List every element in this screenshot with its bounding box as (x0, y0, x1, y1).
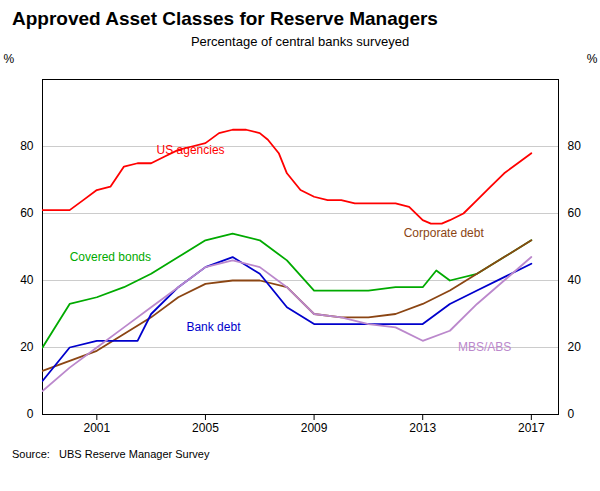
svg-text:US agencies: US agencies (157, 143, 225, 157)
svg-text:2013: 2013 (409, 421, 436, 435)
svg-text:2017: 2017 (518, 421, 545, 435)
svg-text:Covered bonds: Covered bonds (70, 250, 151, 264)
svg-text:20: 20 (20, 340, 34, 354)
svg-text:20: 20 (568, 340, 582, 354)
svg-text:2009: 2009 (301, 421, 328, 435)
svg-text:60: 60 (568, 206, 582, 220)
svg-text:2005: 2005 (192, 421, 219, 435)
svg-text:MBS/ABS: MBS/ABS (458, 340, 511, 354)
svg-text:%: % (4, 52, 15, 66)
svg-text:%: % (587, 52, 598, 66)
svg-text:40: 40 (568, 273, 582, 287)
svg-text:80: 80 (20, 139, 34, 153)
svg-text:2001: 2001 (83, 421, 110, 435)
html-text:Percentage of central banks su: Percentage of central banks surveyed (190, 34, 410, 49)
svg-text:Corporate debt: Corporate debt (404, 226, 485, 240)
html-text:Approved Asset Classes for Res: Approved Asset Classes for Reserve Manag… (12, 8, 438, 29)
svg-text:Bank debt: Bank debt (186, 320, 241, 334)
svg-text:0: 0 (27, 407, 34, 421)
svg-text:0: 0 (568, 407, 575, 421)
svg-text:80: 80 (568, 139, 582, 153)
svg-text:40: 40 (20, 273, 34, 287)
svg-text:60: 60 (20, 206, 34, 220)
html-text:Source: UBS Reserve Manager Su: Source: UBS Reserve Manager Survey (12, 448, 210, 460)
